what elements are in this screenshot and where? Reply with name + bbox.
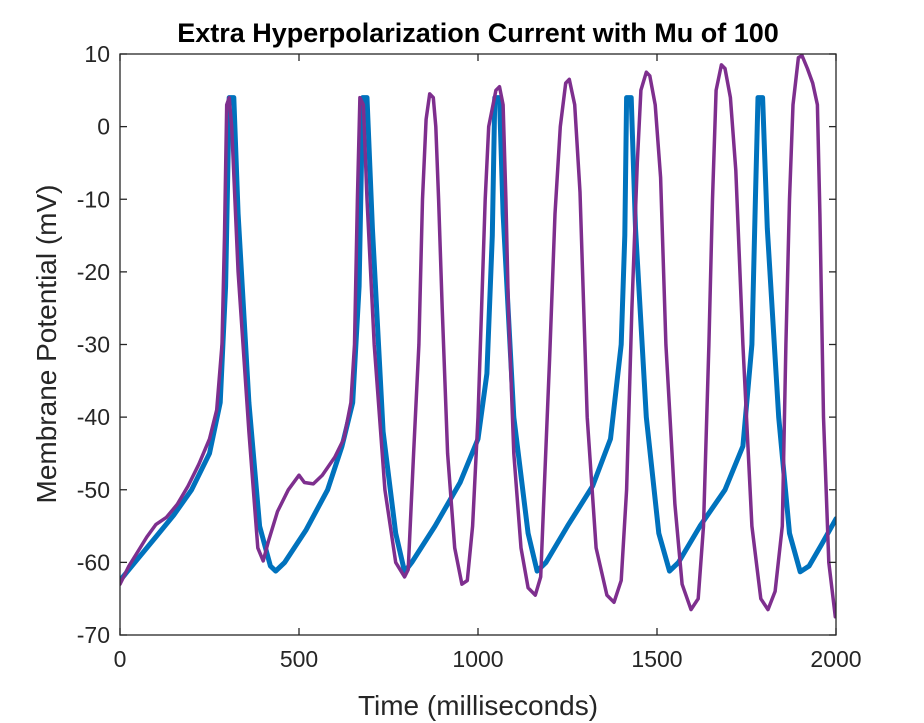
series-line-2 xyxy=(120,54,836,619)
x-tick-label: 2000 xyxy=(810,646,861,672)
y-tick-label: -70 xyxy=(77,622,110,648)
tick-layer: 0 500 1000 1500 2000 10 0 -10 -20 -30 -40 -50 -60 -70 xyxy=(77,41,862,672)
y-axis-label: Membrane Potential (mV) xyxy=(31,184,62,503)
y-tick-label: -50 xyxy=(77,477,110,503)
series-layer xyxy=(120,54,836,619)
y-tick-label: -40 xyxy=(77,404,110,430)
plot-area xyxy=(120,54,836,635)
series-line-1 xyxy=(120,95,836,583)
y-tick-label: 10 xyxy=(84,41,110,67)
x-axis-label: Time (milliseconds) xyxy=(358,690,598,721)
x-tick-label: 0 xyxy=(114,646,127,672)
y-tick-label: -20 xyxy=(77,259,110,285)
chart-title: Extra Hyperpolarization Current with Mu … xyxy=(177,18,779,48)
y-tick-label: -30 xyxy=(77,332,110,358)
y-tick-label: 0 xyxy=(97,114,110,140)
y-tick-label: -10 xyxy=(77,186,110,212)
x-tick-label: 500 xyxy=(280,646,318,672)
y-tick-label: -60 xyxy=(77,549,110,575)
x-tick-label: 1000 xyxy=(452,646,503,672)
x-tick-label: 1500 xyxy=(631,646,682,672)
